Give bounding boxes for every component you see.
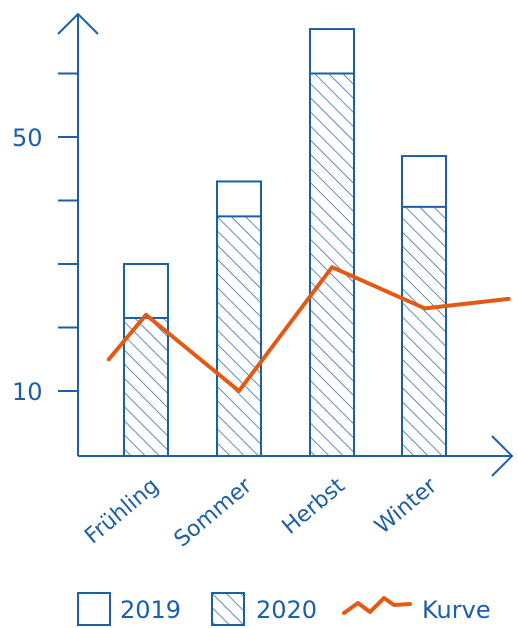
bar-2020	[401, 205, 447, 457]
y-tick-label: 10	[12, 378, 43, 406]
x-axis-arrow-icon	[491, 435, 514, 477]
axes	[57, 12, 514, 477]
x-category-label: Winter	[370, 473, 442, 539]
x-category-label: Herbst	[278, 473, 350, 539]
curve-layer	[106, 265, 511, 393]
legend: 2019 2020 Kurve	[77, 592, 491, 626]
y-ticks: 10 50	[12, 72, 78, 406]
bars	[123, 28, 447, 458]
y-tick-label: 50	[12, 124, 43, 152]
bar-2020	[216, 215, 262, 457]
legend-swatch-kurve	[342, 596, 412, 615]
legend-swatch-2020	[211, 592, 245, 626]
bar-2020	[123, 316, 169, 457]
curve-line	[106, 265, 511, 393]
x-category-label: Frühling	[80, 473, 164, 549]
bar-2020	[309, 72, 355, 457]
legend-swatch-2019	[77, 592, 111, 626]
legend-label-2019: 2019	[120, 596, 181, 624]
x-category-label: Sommer	[170, 473, 258, 552]
y-axis-arrow-icon	[57, 12, 99, 35]
x-categories: Frühling Sommer Herbst Winter	[80, 473, 442, 552]
legend-label-kurve: Kurve	[422, 596, 491, 624]
legend-label-2020: 2020	[256, 596, 317, 624]
